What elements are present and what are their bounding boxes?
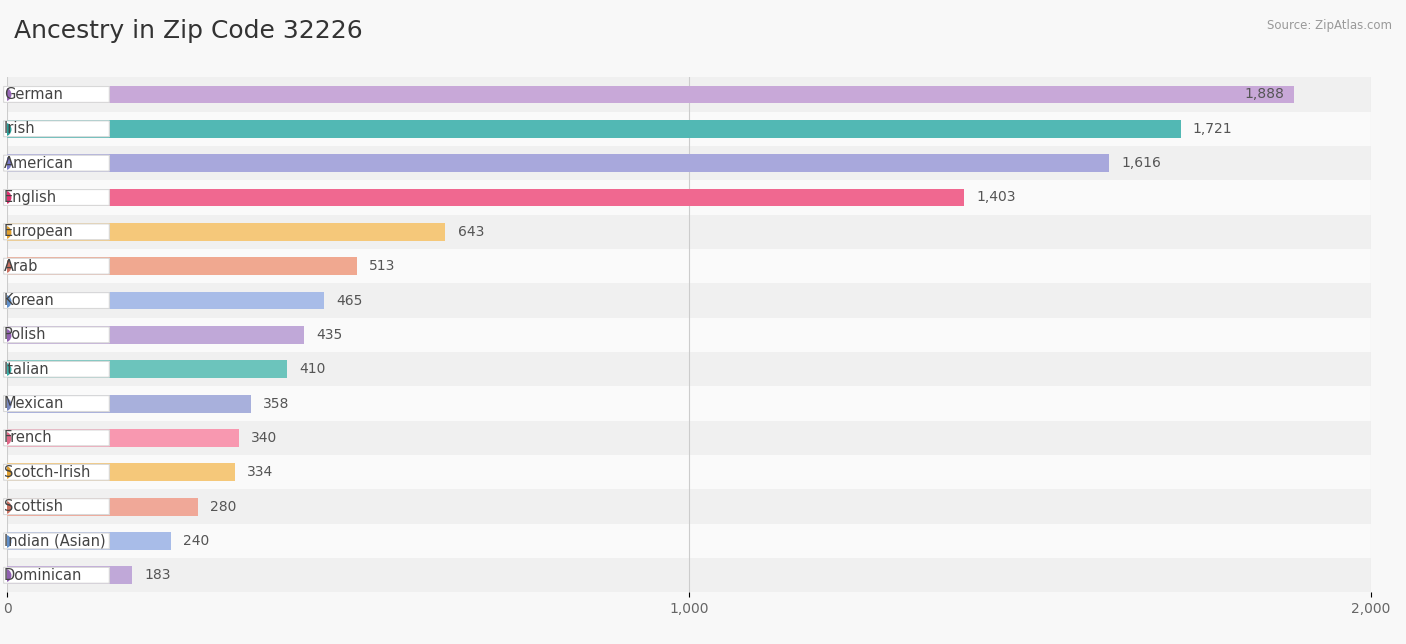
FancyBboxPatch shape xyxy=(4,533,110,549)
Bar xyxy=(7,111,1371,146)
FancyBboxPatch shape xyxy=(4,189,110,205)
Bar xyxy=(7,421,1371,455)
Bar xyxy=(7,257,357,275)
Text: American: American xyxy=(4,156,75,171)
Text: 1,616: 1,616 xyxy=(1121,156,1161,170)
Text: 513: 513 xyxy=(370,259,395,273)
Text: 435: 435 xyxy=(316,328,342,342)
Bar xyxy=(7,558,1371,592)
Bar xyxy=(7,189,963,207)
Text: Dominican: Dominican xyxy=(4,568,83,583)
Text: 340: 340 xyxy=(252,431,277,445)
Text: 280: 280 xyxy=(211,500,236,514)
Bar xyxy=(7,566,132,584)
Text: Scottish: Scottish xyxy=(4,499,63,514)
FancyBboxPatch shape xyxy=(4,327,110,343)
Text: 465: 465 xyxy=(336,294,363,308)
Bar xyxy=(7,524,1371,558)
Text: 334: 334 xyxy=(247,465,273,479)
FancyBboxPatch shape xyxy=(4,395,110,412)
Bar xyxy=(7,249,1371,283)
Bar xyxy=(7,292,325,310)
Text: English: English xyxy=(4,190,58,205)
Bar xyxy=(7,429,239,447)
Text: Indian (Asian): Indian (Asian) xyxy=(4,533,105,549)
Bar xyxy=(7,77,1371,111)
Bar xyxy=(7,455,1371,489)
Text: French: French xyxy=(4,430,52,446)
Bar xyxy=(7,154,1109,172)
FancyBboxPatch shape xyxy=(4,567,110,583)
Bar xyxy=(7,463,235,481)
Text: 358: 358 xyxy=(263,397,290,411)
Text: Mexican: Mexican xyxy=(4,396,65,411)
Text: 240: 240 xyxy=(183,534,209,548)
FancyBboxPatch shape xyxy=(4,430,110,446)
Text: 1,888: 1,888 xyxy=(1244,88,1284,102)
Bar xyxy=(7,360,287,378)
Bar xyxy=(7,283,1371,317)
FancyBboxPatch shape xyxy=(4,121,110,137)
FancyBboxPatch shape xyxy=(4,224,110,240)
Bar xyxy=(7,120,1181,138)
FancyBboxPatch shape xyxy=(4,155,110,171)
Bar xyxy=(7,317,1371,352)
Text: 183: 183 xyxy=(143,568,170,582)
Text: 643: 643 xyxy=(458,225,484,239)
Text: German: German xyxy=(4,87,63,102)
Text: Ancestry in Zip Code 32226: Ancestry in Zip Code 32226 xyxy=(14,19,363,43)
Text: European: European xyxy=(4,224,73,240)
Text: Scotch-Irish: Scotch-Irish xyxy=(4,465,90,480)
FancyBboxPatch shape xyxy=(4,498,110,515)
Text: 1,403: 1,403 xyxy=(976,191,1015,205)
Bar xyxy=(7,86,1295,104)
FancyBboxPatch shape xyxy=(4,292,110,308)
Text: Polish: Polish xyxy=(4,327,46,343)
FancyBboxPatch shape xyxy=(4,361,110,377)
Text: Arab: Arab xyxy=(4,259,38,274)
Bar xyxy=(7,352,1371,386)
Text: Source: ZipAtlas.com: Source: ZipAtlas.com xyxy=(1267,19,1392,32)
Bar xyxy=(7,180,1371,214)
Bar xyxy=(7,223,446,241)
Bar xyxy=(7,532,170,550)
FancyBboxPatch shape xyxy=(4,258,110,274)
Bar xyxy=(7,489,1371,524)
Bar xyxy=(7,326,304,344)
Bar xyxy=(7,146,1371,180)
Bar xyxy=(7,214,1371,249)
Bar xyxy=(7,395,252,413)
Text: Irish: Irish xyxy=(4,121,35,137)
FancyBboxPatch shape xyxy=(4,86,110,102)
Text: 410: 410 xyxy=(299,362,325,376)
Text: Italian: Italian xyxy=(4,362,49,377)
Bar xyxy=(7,498,198,516)
Text: 1,721: 1,721 xyxy=(1192,122,1233,136)
Text: Korean: Korean xyxy=(4,293,55,308)
FancyBboxPatch shape xyxy=(4,464,110,480)
Bar xyxy=(7,386,1371,421)
